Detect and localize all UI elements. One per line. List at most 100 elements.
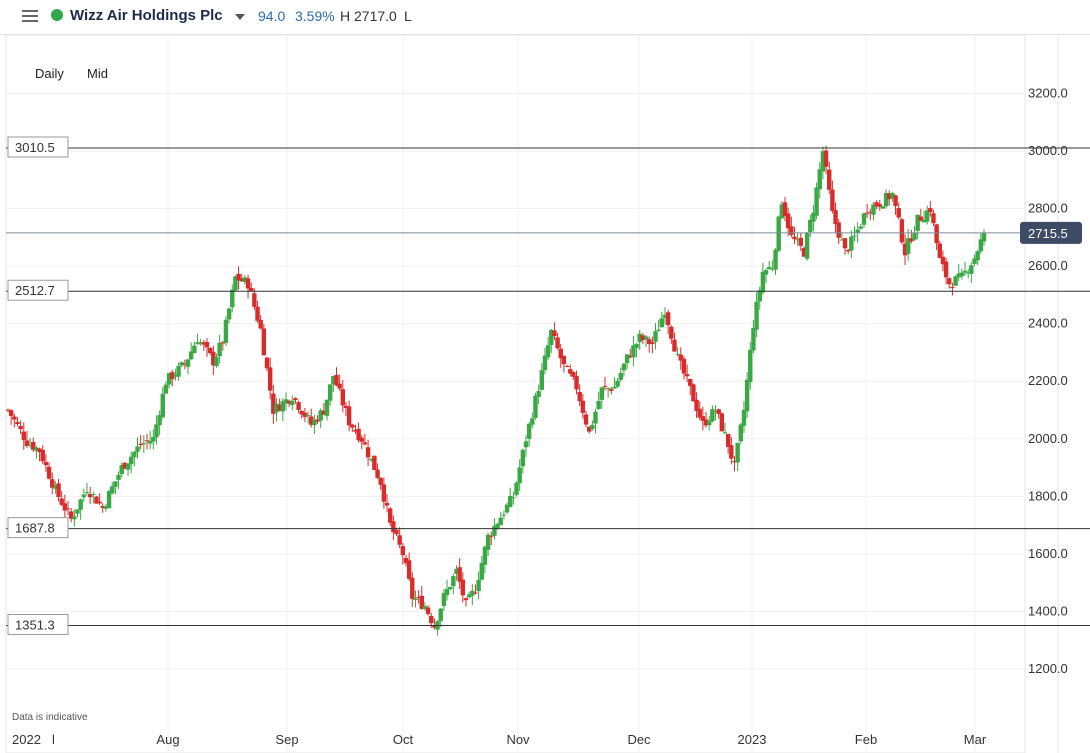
y-tick-label: 2400.0 bbox=[1028, 316, 1068, 331]
candle-body bbox=[735, 442, 740, 463]
candle-body bbox=[909, 238, 914, 242]
candle-body bbox=[353, 429, 358, 432]
candle-body bbox=[261, 328, 267, 356]
level-label-box bbox=[7, 136, 69, 158]
candle-body bbox=[135, 446, 140, 452]
candle-body bbox=[918, 216, 924, 221]
y-tick-label: 1200.0 bbox=[1028, 661, 1068, 676]
candle-body bbox=[830, 189, 835, 211]
candle-body bbox=[387, 508, 393, 523]
candle-body bbox=[87, 494, 93, 498]
candle-body bbox=[508, 495, 513, 507]
x-tick-label: l bbox=[52, 732, 55, 747]
candle-body bbox=[103, 506, 109, 509]
candle-body bbox=[943, 261, 949, 278]
candle-body bbox=[811, 212, 816, 222]
candle-body bbox=[413, 598, 418, 601]
candle-body bbox=[637, 333, 642, 343]
candle-body bbox=[179, 362, 184, 366]
x-tick-label: 2023 bbox=[738, 732, 767, 747]
candle-body bbox=[580, 400, 586, 413]
candle-body bbox=[599, 387, 605, 400]
y-tick-label: 2200.0 bbox=[1028, 373, 1068, 388]
x-tick-label: 2022 bbox=[12, 732, 41, 747]
candle-body bbox=[887, 193, 892, 200]
last-price-label: 2715.5 bbox=[1028, 226, 1068, 241]
candle-body bbox=[868, 211, 873, 213]
candle-body bbox=[312, 419, 317, 426]
candle-body bbox=[365, 447, 371, 458]
candlestick-chart[interactable]: 1200.0 1400.0 1600.0 1800.0 2000.0 2200.0 2400… bbox=[0, 35, 1090, 753]
candle-body bbox=[707, 421, 712, 426]
candle-body bbox=[132, 451, 137, 458]
candle-body bbox=[659, 318, 665, 328]
candle-body bbox=[217, 342, 222, 357]
candle-body bbox=[122, 462, 128, 469]
candle-body bbox=[656, 329, 661, 332]
candle-body bbox=[438, 608, 443, 622]
candle-body bbox=[738, 424, 743, 442]
candle-body bbox=[299, 411, 304, 415]
candle-body bbox=[896, 208, 901, 218]
candle-body bbox=[151, 437, 156, 442]
candle-body bbox=[277, 404, 282, 411]
instrument-name[interactable]: Wizz Air Holdings Plc bbox=[70, 7, 223, 24]
candle-body bbox=[795, 239, 800, 241]
level-label: 2512.7 bbox=[15, 283, 55, 298]
candle-body bbox=[776, 216, 781, 251]
candle-body bbox=[751, 327, 756, 351]
candle-body bbox=[536, 391, 541, 397]
candle-body bbox=[492, 525, 497, 536]
candle-body bbox=[501, 514, 507, 516]
y-tick-label: 2000.0 bbox=[1028, 431, 1068, 446]
candle-body bbox=[245, 278, 251, 289]
candle-body bbox=[590, 424, 595, 429]
candle-body bbox=[315, 419, 320, 422]
candle-body bbox=[861, 213, 867, 225]
candle-body bbox=[204, 342, 210, 348]
candle-body bbox=[621, 363, 627, 371]
candle-body bbox=[337, 383, 342, 389]
candle-body bbox=[792, 236, 797, 240]
candle-body bbox=[62, 503, 68, 511]
candle-body bbox=[653, 331, 658, 342]
candle-body bbox=[978, 239, 984, 252]
y-tick-label: 3200.0 bbox=[1028, 85, 1068, 100]
candle-body bbox=[324, 399, 330, 416]
candle-body bbox=[700, 416, 706, 421]
candle-body bbox=[643, 336, 649, 340]
menu-icon[interactable] bbox=[22, 10, 38, 22]
candle-body bbox=[691, 384, 696, 402]
candle-body bbox=[31, 441, 36, 450]
price-type-option[interactable]: Mid bbox=[87, 66, 108, 81]
candle-body bbox=[195, 342, 200, 345]
candle-body bbox=[5, 409, 11, 411]
candle-body bbox=[384, 502, 390, 506]
candle-body bbox=[552, 330, 557, 337]
candle-body bbox=[915, 214, 920, 231]
candle-body bbox=[441, 593, 447, 607]
level-label: 1687.8 bbox=[15, 521, 55, 536]
candle-body bbox=[836, 222, 841, 238]
candle-body bbox=[517, 467, 522, 484]
candle-body bbox=[460, 579, 466, 596]
candle-body bbox=[65, 508, 71, 510]
candle-body bbox=[665, 312, 671, 326]
x-tick-label: Aug bbox=[156, 732, 179, 747]
candle-body bbox=[160, 393, 165, 418]
chart-area[interactable]: 1200.0 1400.0 1600.0 1800.0 2000.0 2200.0 2400… bbox=[0, 35, 1090, 753]
candle-body bbox=[362, 442, 368, 445]
candle-body bbox=[50, 479, 55, 488]
candle-body bbox=[785, 213, 791, 229]
candle-body bbox=[406, 560, 412, 579]
interval-option[interactable]: Daily bbox=[35, 66, 64, 81]
candle-body bbox=[937, 243, 942, 258]
candle-body bbox=[249, 287, 254, 292]
candle-body bbox=[8, 410, 14, 416]
candle-body bbox=[646, 339, 652, 345]
candle-body bbox=[432, 625, 437, 628]
disclaimer-text: Data is indicative bbox=[12, 712, 88, 723]
chevron-down-icon[interactable] bbox=[235, 14, 245, 20]
candle-body bbox=[539, 370, 544, 390]
candle-body bbox=[154, 424, 159, 438]
